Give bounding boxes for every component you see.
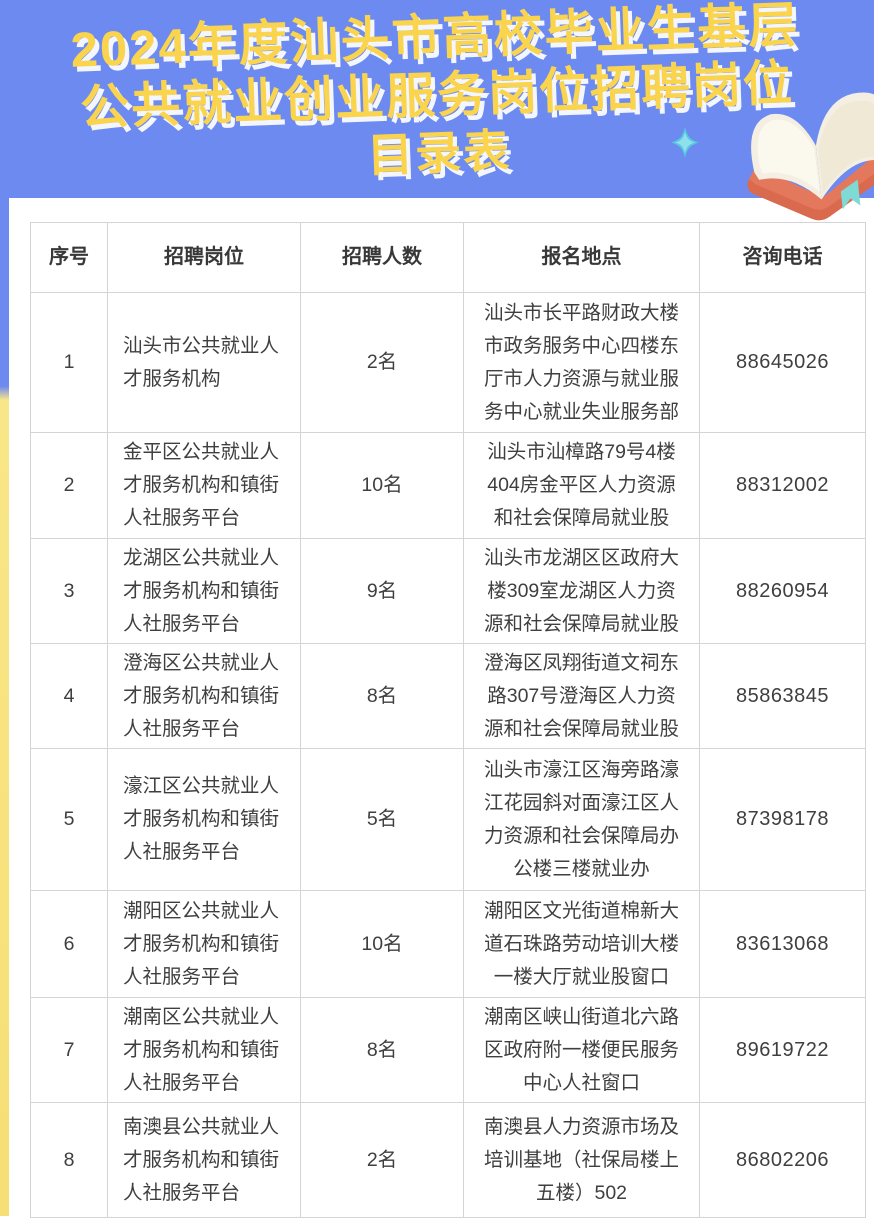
cell-position: 澄海区公共就业人才服务机构和镇街人社服务平台	[107, 643, 301, 749]
cell-location: 汕头市长平路财政大楼市政务服务中心四楼东厅市人力资源与就业服务中心就业失业服务部	[463, 292, 700, 433]
cell-count: 2名	[300, 292, 464, 433]
cell-position: 南澳县公共就业人才服务机构和镇街人社服务平台	[107, 1102, 301, 1218]
column-header-phone: 咨询电话	[699, 222, 866, 293]
table-row: 2 金平区公共就业人才服务机构和镇街人社服务平台 10名 汕头市汕樟路79号4楼…	[30, 432, 866, 539]
cell-location: 潮南区峡山街道北六路区政府附一楼便民服务中心人社窗口	[463, 997, 700, 1103]
cell-position: 濠江区公共就业人才服务机构和镇街人社服务平台	[107, 748, 301, 891]
cell-phone: 87398178	[699, 748, 866, 891]
cell-no: 7	[30, 997, 108, 1103]
table-row: 7 潮南区公共就业人才服务机构和镇街人社服务平台 8名 潮南区峡山街道北六路区政…	[30, 997, 866, 1103]
recruitment-catalog-table: 序号 招聘岗位 招聘人数 报名地点 咨询电话 1 汕头市公共就业人才服务机构 2…	[30, 222, 866, 1218]
cell-location: 汕头市汕樟路79号4楼404房金平区人力资源和社会保障局就业股	[463, 432, 700, 539]
cell-count: 5名	[300, 748, 464, 891]
table-row: 5 濠江区公共就业人才服务机构和镇街人社服务平台 5名 汕头市濠江区海旁路濠江花…	[30, 748, 866, 891]
table-row: 8 南澳县公共就业人才服务机构和镇街人社服务平台 2名 南澳县人力资源市场及培训…	[30, 1102, 866, 1218]
table-row: 1 汕头市公共就业人才服务机构 2名 汕头市长平路财政大楼市政务服务中心四楼东厅…	[30, 292, 866, 433]
cell-location: 澄海区凤翔街道文祠东路307号澄海区人力资源和社会保障局就业股	[463, 643, 700, 749]
cell-count: 8名	[300, 643, 464, 749]
cell-no: 4	[30, 643, 108, 749]
cell-no: 3	[30, 538, 108, 644]
column-header-location: 报名地点	[463, 222, 700, 293]
cell-phone: 88312002	[699, 432, 866, 539]
cell-location: 汕头市濠江区海旁路濠江花园斜对面濠江区人力资源和社会保障局办公楼三楼就业办	[463, 748, 700, 891]
column-header-no: 序号	[30, 222, 108, 293]
table-row: 4 澄海区公共就业人才服务机构和镇街人社服务平台 8名 澄海区凤翔街道文祠东路3…	[30, 643, 866, 749]
column-header-count: 招聘人数	[300, 222, 464, 293]
cell-phone: 85863845	[699, 643, 866, 749]
cell-no: 6	[30, 890, 108, 998]
cell-count: 10名	[300, 432, 464, 539]
cell-no: 1	[30, 292, 108, 433]
side-accent-strip	[0, 198, 9, 1216]
cell-location: 南澳县人力资源市场及培训基地（社保局楼上五楼）502	[463, 1102, 700, 1218]
open-book-icon	[747, 92, 874, 221]
cell-no: 5	[30, 748, 108, 891]
cell-position: 龙湖区公共就业人才服务机构和镇街人社服务平台	[107, 538, 301, 644]
banner-background	[0, 0, 874, 198]
cell-phone: 83613068	[699, 890, 866, 998]
cell-location: 汕头市龙湖区区政府大楼309室龙湖区人力资源和社会保障局就业股	[463, 538, 700, 644]
sparkle-icon	[671, 127, 699, 158]
table-row: 3 龙湖区公共就业人才服务机构和镇街人社服务平台 9名 汕头市龙湖区区政府大楼3…	[30, 538, 866, 644]
cell-phone: 89619722	[699, 997, 866, 1103]
cell-count: 2名	[300, 1102, 464, 1218]
table-row: 6 潮阳区公共就业人才服务机构和镇街人社服务平台 10名 潮阳区文光街道棉新大道…	[30, 890, 866, 998]
cell-count: 8名	[300, 997, 464, 1103]
cell-phone: 88645026	[699, 292, 866, 433]
table-header-row: 序号 招聘岗位 招聘人数 报名地点 咨询电话	[30, 222, 866, 293]
cell-phone: 86802206	[699, 1102, 866, 1218]
cell-position: 潮阳区公共就业人才服务机构和镇街人社服务平台	[107, 890, 301, 998]
column-header-position: 招聘岗位	[107, 222, 301, 293]
cell-no: 8	[30, 1102, 108, 1218]
cell-no: 2	[30, 432, 108, 539]
cell-position: 金平区公共就业人才服务机构和镇街人社服务平台	[107, 432, 301, 539]
cell-count: 10名	[300, 890, 464, 998]
cell-count: 9名	[300, 538, 464, 644]
cell-position: 潮南区公共就业人才服务机构和镇街人社服务平台	[107, 997, 301, 1103]
cell-location: 潮阳区文光街道棉新大道石珠路劳动培训大楼一楼大厅就业股窗口	[463, 890, 700, 998]
cell-position: 汕头市公共就业人才服务机构	[107, 292, 301, 433]
cell-phone: 88260954	[699, 538, 866, 644]
